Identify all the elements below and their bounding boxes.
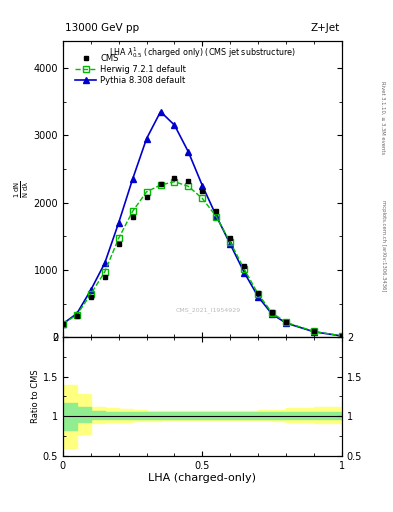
Pythia 8.308 default	[186, 149, 191, 155]
Pythia 8.308 default	[200, 183, 205, 189]
Pythia 8.308 default	[61, 321, 65, 327]
CMS	[158, 181, 163, 187]
CMS	[256, 290, 261, 296]
Text: Z+Jet: Z+Jet	[311, 23, 340, 33]
Text: Rivet 3.1.10, ≥ 3.3M events: Rivet 3.1.10, ≥ 3.3M events	[381, 81, 386, 155]
Herwig 7.2.1 default	[312, 328, 316, 334]
Line: CMS: CMS	[61, 175, 344, 338]
Pythia 8.308 default	[158, 109, 163, 115]
CMS	[130, 215, 135, 221]
Herwig 7.2.1 default	[75, 312, 79, 318]
Text: 13000 GeV pp: 13000 GeV pp	[65, 23, 139, 33]
Herwig 7.2.1 default	[61, 321, 65, 327]
Line: Herwig 7.2.1 default: Herwig 7.2.1 default	[60, 179, 345, 339]
Pythia 8.308 default	[312, 329, 316, 335]
Herwig 7.2.1 default	[144, 189, 149, 195]
Herwig 7.2.1 default	[214, 214, 219, 220]
CMS	[312, 328, 316, 334]
Pythia 8.308 default	[228, 241, 233, 247]
CMS	[340, 333, 344, 339]
CMS	[61, 321, 65, 327]
CMS	[228, 235, 233, 241]
Legend: CMS, Herwig 7.2.1 default, Pythia 8.308 default: CMS, Herwig 7.2.1 default, Pythia 8.308 …	[73, 51, 189, 87]
Pythia 8.308 default	[340, 333, 344, 339]
Herwig 7.2.1 default	[284, 319, 288, 326]
Pythia 8.308 default	[88, 287, 93, 293]
X-axis label: LHA (charged-only): LHA (charged-only)	[149, 473, 256, 483]
Pythia 8.308 default	[256, 294, 261, 300]
Line: Pythia 8.308 default: Pythia 8.308 default	[60, 109, 345, 339]
CMS	[116, 241, 121, 247]
Y-axis label: $\mathdefault{\frac{1}{N}\frac{dN}{d\lambda}}$: $\mathdefault{\frac{1}{N}\frac{dN}{d\lam…	[12, 180, 31, 198]
CMS	[200, 188, 205, 194]
Herwig 7.2.1 default	[186, 183, 191, 189]
Herwig 7.2.1 default	[200, 196, 205, 202]
Y-axis label: Ratio to CMS: Ratio to CMS	[31, 370, 40, 423]
Text: LHA $\lambda^{1}_{0.5}$ (charged only) (CMS jet substructure): LHA $\lambda^{1}_{0.5}$ (charged only) (…	[109, 46, 296, 60]
Pythia 8.308 default	[116, 220, 121, 226]
CMS	[144, 194, 149, 200]
CMS	[242, 263, 247, 269]
Herwig 7.2.1 default	[242, 266, 247, 272]
Herwig 7.2.1 default	[340, 333, 344, 339]
Text: mcplots.cern.ch [arXiv:1306.3436]: mcplots.cern.ch [arXiv:1306.3436]	[381, 200, 386, 291]
Pythia 8.308 default	[284, 320, 288, 326]
Pythia 8.308 default	[242, 269, 247, 275]
Herwig 7.2.1 default	[130, 208, 135, 215]
CMS	[214, 208, 219, 215]
Pythia 8.308 default	[102, 260, 107, 266]
Herwig 7.2.1 default	[102, 269, 107, 275]
CMS	[75, 313, 79, 319]
Herwig 7.2.1 default	[116, 235, 121, 241]
Pythia 8.308 default	[270, 311, 275, 317]
Pythia 8.308 default	[172, 122, 177, 128]
CMS	[284, 318, 288, 325]
CMS	[270, 309, 275, 315]
Herwig 7.2.1 default	[270, 310, 275, 316]
CMS	[186, 178, 191, 184]
Pythia 8.308 default	[144, 136, 149, 142]
Pythia 8.308 default	[75, 311, 79, 317]
Herwig 7.2.1 default	[228, 239, 233, 245]
CMS	[88, 294, 93, 300]
CMS	[102, 273, 107, 280]
Herwig 7.2.1 default	[88, 291, 93, 297]
Herwig 7.2.1 default	[158, 182, 163, 188]
Herwig 7.2.1 default	[172, 179, 177, 185]
Pythia 8.308 default	[130, 176, 135, 182]
Pythia 8.308 default	[214, 213, 219, 219]
CMS	[172, 175, 177, 181]
Herwig 7.2.1 default	[256, 291, 261, 297]
Text: CMS_2021_I1954929: CMS_2021_I1954929	[175, 308, 241, 313]
